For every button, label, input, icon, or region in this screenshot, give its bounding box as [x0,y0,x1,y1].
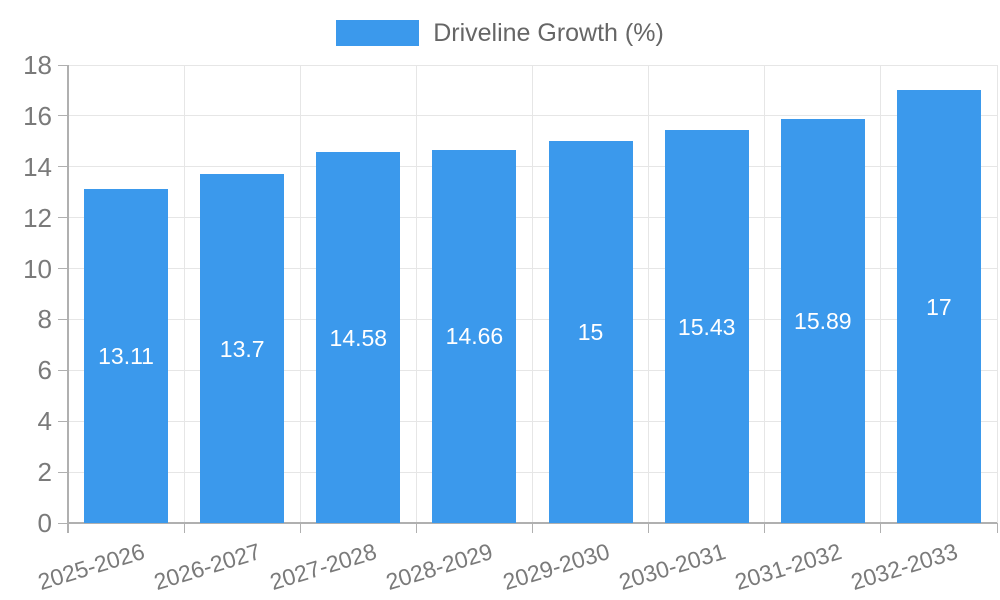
chart-legend[interactable]: Driveline Growth (%) [0,16,1000,50]
x-axis-tick [996,523,998,533]
gridline-vertical [415,65,417,523]
gridline-vertical [996,65,998,523]
y-axis-tick-label: 0 [37,508,52,538]
x-axis-tick-label: 2032-2033 [847,538,961,596]
y-axis-tick [58,217,68,219]
y-axis-tick-label: 10 [23,253,52,284]
bar[interactable] [432,149,517,523]
bar[interactable] [84,189,169,523]
y-axis-tick [58,115,68,117]
x-axis-tick [299,523,301,533]
x-axis-tick-label: 2030-2031 [615,538,729,596]
y-axis-tick-label: 14 [23,151,52,182]
bar-value-label: 15 [577,319,604,346]
y-axis-tick-label: 6 [37,355,52,386]
bar-value-label: 14.66 [445,323,504,350]
bar[interactable] [896,90,981,523]
legend-label: Driveline Growth (%) [433,18,664,47]
x-axis-tick-label: 2025-2026 [34,538,148,596]
y-axis-tick [58,369,68,371]
y-axis-tick [58,471,68,473]
bar-value-label: 17 [926,293,952,320]
y-axis-tick-label: 2 [37,457,52,488]
x-axis-tick-label: 2029-2030 [499,538,613,596]
bar-value-label: 13.7 [219,335,265,362]
y-axis-line [67,65,69,533]
y-axis-tick-label: 18 [23,50,52,80]
bar[interactable] [316,152,401,523]
x-axis-line [68,522,997,524]
x-axis-tick [648,523,650,533]
bar[interactable] [548,141,633,523]
y-axis-tick [58,420,68,422]
x-axis-tick-label: 2026-2027 [150,538,264,596]
x-axis-tick [415,523,417,533]
bar[interactable] [780,118,865,523]
gridline-vertical [299,65,301,523]
x-axis-tick [764,523,766,533]
bar[interactable] [200,174,285,523]
y-axis-tick-label: 16 [23,100,52,131]
x-axis-tick [880,523,882,533]
x-axis-tick-label: 2027-2028 [267,538,380,596]
bar[interactable] [664,130,749,523]
y-axis-tick-label: 8 [37,304,52,335]
y-axis-tick [58,64,68,66]
x-axis-tick-label: 2031-2032 [731,538,845,596]
y-axis-tick [58,318,68,320]
x-axis-tick [183,523,185,533]
gridline-vertical [764,65,766,523]
y-axis-tick-label: 4 [37,406,52,437]
bar-value-label: 15.43 [677,313,736,340]
y-axis-tick [58,522,68,524]
gridline-vertical [183,65,185,523]
y-axis-tick-label: 12 [23,202,52,233]
gridline-vertical [648,65,650,523]
bar-value-label: 15.89 [794,307,852,334]
bar-value-label: 14.58 [329,324,388,351]
x-axis-tick [532,523,533,533]
gridline-vertical [532,65,533,523]
y-axis-tick [58,268,68,270]
x-axis-tick-label: 2028-2029 [383,538,497,596]
bar-value-label: 13.11 [98,343,154,370]
y-axis-tick [58,166,68,168]
gridline-vertical [880,65,882,523]
legend-swatch [336,20,420,46]
